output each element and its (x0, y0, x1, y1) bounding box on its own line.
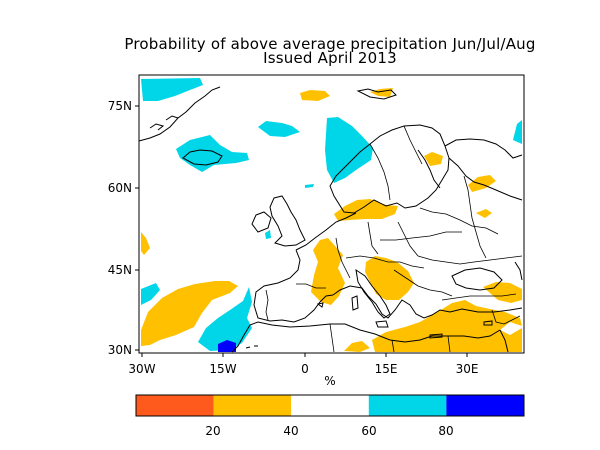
shade-region-orange-atlantic-tropics (141, 281, 238, 346)
shade-region-cyan-norway-sea (258, 121, 300, 137)
colorbar-bin-20-40 (213, 395, 292, 416)
chart-title: Probability of above average precipitati… (124, 35, 536, 53)
coast-iceland (182, 149, 223, 166)
coast-africa (249, 321, 501, 343)
border-poland-east (397, 221, 419, 257)
shade-region-blue-africa (218, 340, 236, 352)
coast-ireland (251, 211, 272, 233)
coast-africa-west (231, 324, 251, 353)
shade-region-orange-greenland-sea (300, 90, 330, 101)
map-area (138, 74, 525, 354)
lon-label-30w: 30W (128, 362, 155, 376)
shade-region-orange-sahara (344, 341, 370, 352)
shade-region-cyan-iceland (176, 135, 249, 172)
coast-balearics (316, 302, 324, 308)
border-ukraine (417, 255, 523, 265)
coast-canaries (245, 345, 258, 349)
border-russia-west (463, 175, 487, 259)
coast-greenland-fjords (149, 115, 179, 131)
unit-label: % (324, 374, 335, 388)
coast-med-north (332, 285, 523, 319)
shade-region-cyan-atlantic-south (141, 283, 160, 305)
shade-60-80-group (141, 78, 522, 351)
border-central-1 (345, 255, 425, 269)
shade-region-cyan-arctic-east (513, 120, 522, 144)
border-france-spain (296, 283, 326, 289)
coast-britain (269, 195, 306, 247)
coast-italy (355, 268, 391, 319)
lat-label-45n: 45N (108, 263, 132, 277)
coast-sicily (375, 320, 389, 328)
border-turkey (441, 293, 517, 301)
lon-labels: 30W 15W 0 15E 30E (128, 362, 478, 376)
coast-sardinia (351, 295, 359, 311)
coast-east-edge (514, 261, 523, 281)
shade-region-cyan-small-1 (265, 230, 271, 239)
lat-label-30n: 30N (108, 343, 132, 357)
border-baltic-states (419, 207, 499, 235)
shade-region-orange-russia-north (468, 175, 496, 192)
coast-cyprus (483, 320, 493, 326)
shade-region-orange-alps-balkans (365, 256, 414, 300)
lon-label-30e: 30E (456, 362, 479, 376)
colorbar-frame (135, 394, 525, 417)
coast-greenland (138, 86, 221, 142)
coast-kola (444, 138, 523, 159)
border-balkans (393, 269, 453, 297)
coast-crete (429, 333, 443, 339)
axis-ticks (135, 105, 468, 357)
lat-label-75n: 75N (108, 99, 132, 113)
coast-scandinavia (329, 124, 450, 214)
border-germany-poland (367, 221, 379, 255)
colorbar-bin-80-100 (446, 395, 524, 416)
border-scandinavia (369, 125, 423, 201)
lon-label-15e: 15E (375, 362, 398, 376)
colorbar-labels: 20 40 60 80 (205, 424, 453, 438)
border-france-germany (335, 237, 351, 279)
colorbar (135, 394, 525, 417)
border-russia-north (448, 157, 523, 201)
shade-region-cyan-barents (325, 117, 373, 183)
shade-region-orange-belarus (476, 209, 492, 218)
shade-region-cyan-africa-west (198, 287, 252, 351)
shade-region-cyan-north-atlantic (141, 78, 203, 101)
coast-black-sea (451, 267, 503, 291)
lat-label-60n: 60N (108, 181, 132, 195)
shade-region-orange-turkey-east (483, 282, 522, 303)
shade-region-orange-middle-east (372, 300, 522, 352)
shade-region-cyan-small-2 (305, 184, 314, 188)
coast-levant (499, 329, 509, 353)
border-middle-east (491, 309, 521, 325)
colorbar-bin-40-60 (291, 395, 369, 416)
colorbar-label-40: 40 (283, 424, 298, 438)
lon-label-15w: 15W (209, 362, 236, 376)
coast-svalbard (356, 88, 397, 100)
coastlines (138, 86, 523, 353)
lat-labels: 75N 60N 45N 30N (108, 99, 132, 357)
chart-subtitle: Issued April 2013 (263, 49, 397, 67)
lon-label-0: 0 (301, 362, 309, 376)
colorbar-label-60: 60 (361, 424, 376, 438)
coast-finland (417, 149, 441, 189)
shade-region-orange-atlantic-west (141, 232, 150, 255)
border-north-africa (329, 323, 451, 353)
coast-continent (253, 212, 357, 323)
colorbar-bin-60-80 (368, 395, 447, 416)
shade-region-orange-finland (424, 152, 443, 166)
map-frame (138, 74, 525, 354)
country-borders (265, 125, 523, 353)
colorbar-bin-0-20 (136, 395, 214, 416)
colorbar-label-20: 20 (205, 424, 220, 438)
border-central-2 (380, 231, 462, 241)
border-spain-portugal (265, 289, 269, 321)
colorbar-label-80: 80 (438, 424, 453, 438)
